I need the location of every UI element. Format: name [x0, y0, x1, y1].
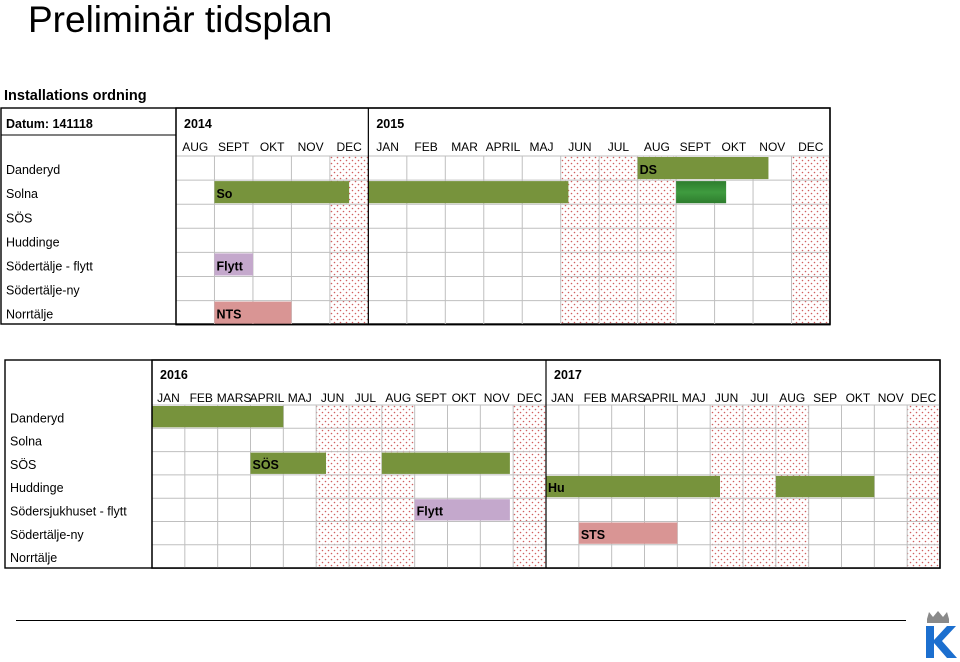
subtitle: Installations ordning [4, 88, 147, 104]
chart2-month-label: AUG [385, 391, 411, 405]
chart2-row-label: Södersjukhuset - flytt [10, 505, 127, 519]
chart1-month-label: DEC [798, 140, 824, 154]
chart1-bar [676, 181, 727, 204]
chart2-month-label: MARS [217, 391, 252, 405]
chart2-month-label: NOV [878, 391, 904, 405]
chart1-bar-label: NTS [216, 308, 241, 322]
chart2-month-label: NOV [484, 391, 510, 405]
chart1-month-label: NOV [759, 140, 785, 154]
chart1-month-label: NOV [298, 140, 324, 154]
chart2-row-label: Huddinge [10, 481, 64, 495]
chart2-month-label: MARS [611, 391, 646, 405]
chart2-row-label: Norrtälje [10, 551, 57, 565]
chart2-month-label: OKT [452, 391, 477, 405]
chart2-bar [381, 452, 510, 474]
chart1-month-label: MAR [451, 140, 478, 154]
chart2-month-label: JUL [355, 391, 377, 405]
chart2-row-label: Solna [10, 435, 42, 449]
chart2-month-label: FEB [190, 391, 213, 405]
chart2-month-label: AUG [779, 391, 805, 405]
chart1-month-label: JAN [376, 140, 399, 154]
chart2-bar-label: Flytt [417, 505, 444, 519]
chart1-month-label: OKT [260, 140, 285, 154]
chart2-holiday-column [743, 405, 776, 569]
chart1-month-label: JUL [608, 140, 630, 154]
chart2-bar-label: Hu [548, 481, 565, 495]
chart1-month-label: SEPT [680, 140, 712, 154]
chart2-bar [152, 406, 284, 428]
chart1-month-label: MAJ [529, 140, 553, 154]
chart1-month-label: JUN [568, 140, 591, 154]
chart2-month-label: OKT [846, 391, 871, 405]
chart1-month-label: OKT [721, 140, 746, 154]
chart2-bar [250, 452, 327, 474]
chart1-month-label: DEC [336, 140, 362, 154]
chart2-bar-label: SÖS [253, 457, 279, 472]
k-crown-logo-icon [926, 611, 957, 658]
chart1-holiday-column [637, 156, 677, 325]
chart2-month-label: JAN [157, 391, 180, 405]
chart2-bar [578, 522, 678, 544]
chart2-month-label: DEC [911, 391, 937, 405]
chart1-bar-label: So [216, 187, 232, 201]
chart1-bar [214, 301, 292, 324]
chart2-year-label: 2017 [554, 368, 582, 382]
chart1-row-label: Södertälje - flytt [6, 260, 93, 274]
page-title: Preliminär tidsplan [28, 0, 333, 40]
footer-divider [16, 620, 906, 621]
chart2-bar [414, 499, 510, 521]
chart1-bar [637, 157, 769, 180]
chart2-month-label: JUN [715, 391, 738, 405]
chart2-holiday-column [349, 405, 382, 569]
chart1-month-label: SEPT [218, 140, 250, 154]
chart1-month-label: AUG [182, 140, 208, 154]
chart1-row-label: Norrtälje [6, 308, 53, 322]
chart1-row-label: Solna [6, 187, 38, 201]
chart1-date-label: Datum: 141118 [6, 117, 93, 131]
chart2-bar [775, 475, 875, 498]
chart1-month-label: FEB [414, 140, 437, 154]
chart2-month-label: MAJ [682, 391, 706, 405]
chart1-bar [214, 181, 350, 204]
chart2-month-label: DEC [517, 391, 543, 405]
chart1-row-label: Danderyd [6, 163, 60, 177]
chart2-year-label: 2016 [160, 368, 188, 382]
chart1-bar [368, 181, 569, 204]
chart1-holiday-column [599, 156, 638, 325]
chart1-month-label: AUG [644, 140, 670, 154]
chart1-bar [214, 253, 253, 276]
chart2-month-label: JUN [321, 391, 344, 405]
chart2-month-label: JUI [750, 391, 768, 405]
chart2-month-label: SEPT [415, 391, 447, 405]
chart2-holiday-column [907, 405, 940, 569]
chart2-month-label: SEP [813, 391, 837, 405]
chart1-bar-label: Flytt [216, 260, 243, 274]
chart1-row-label: Södertälje-ny [6, 284, 80, 298]
chart1-holiday-column [791, 156, 830, 325]
chart2-month-label: FEB [584, 391, 607, 405]
chart2-month-label: JAN [551, 391, 574, 405]
chart2-row-label: Södertälje-ny [10, 528, 84, 542]
chart1-year-label: 2014 [184, 117, 212, 131]
chart1-row-label: SÖS [6, 211, 32, 225]
chart2-month-label: APRIL [250, 391, 285, 405]
chart2-bar-label: STS [581, 528, 605, 542]
chart2-bar [546, 475, 721, 498]
chart2-holiday-column [513, 405, 546, 569]
chart1-bar-label: DS [640, 163, 657, 177]
chart2-month-label: APRIL [644, 391, 679, 405]
chart2-row-label: Danderyd [10, 411, 64, 425]
chart2-holiday-column [316, 405, 349, 569]
chart1-year-label: 2015 [376, 117, 404, 131]
chart1-row-label: Huddinge [6, 235, 60, 249]
chart2-holiday-column [381, 405, 415, 569]
chart2-row-label: SÖS [10, 458, 36, 472]
chart2-month-label: MAJ [288, 391, 312, 405]
chart1-month-label: APRIL [486, 140, 521, 154]
